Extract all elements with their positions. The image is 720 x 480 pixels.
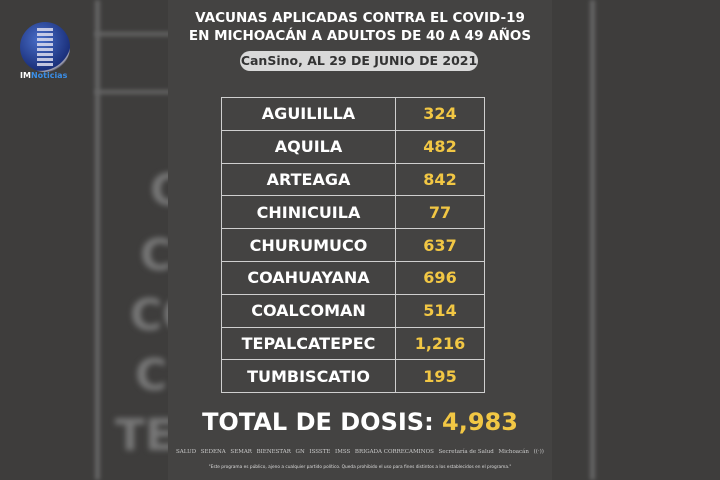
dose-count: 482	[395, 129, 485, 164]
sponsor-logo: ISSSTE	[309, 449, 331, 455]
table-row: CHINICUILA 77	[221, 195, 485, 230]
sponsor-logo: SEMAR	[230, 449, 252, 455]
sponsor-logo: BRIGADA CORRECAMINOS	[354, 449, 434, 455]
imnoticias-logo	[20, 22, 70, 72]
blurred-background-left: C C CO C TE	[0, 0, 170, 480]
municipality-name: TUMBISCATIO	[221, 359, 396, 394]
table-row: AQUILA 482	[221, 129, 485, 164]
sponsor-logo: GN	[295, 449, 305, 455]
subtitle-pill: CanSino, AL 29 DE JUNIO DE 2021	[240, 51, 478, 71]
sponsor-logo: IMSS	[335, 449, 351, 455]
dose-count: 696	[395, 260, 485, 295]
dose-count: 1,216	[395, 326, 485, 361]
municipality-name: COAHUAYANA	[221, 260, 396, 295]
municipality-name: CHURUMUCO	[221, 228, 396, 262]
sponsor-logo: ((·))	[533, 449, 544, 455]
table-row: ARTEAGA 842	[221, 162, 485, 197]
poster-title: VACUNAS APLICADAS CONTRA EL COVID-19 EN …	[188, 10, 532, 44]
sponsor-logo: SEDENA	[200, 449, 226, 455]
municipality-name: ARTEAGA	[221, 162, 396, 197]
dose-count: 77	[395, 195, 485, 230]
sponsor-logo: Secretaría de Salud	[438, 449, 494, 455]
municipality-name: COALCOMAN	[221, 293, 396, 328]
dose-count: 195	[395, 359, 485, 394]
municipality-name: AGUILILLA	[221, 97, 396, 131]
dose-count: 842	[395, 162, 485, 197]
dose-count: 637	[395, 228, 485, 262]
brand-name: IMNoticias	[20, 71, 68, 80]
sponsor-logo: BIENESTAR	[256, 449, 291, 455]
total-doses: TOTAL DE DOSIS: 4,983	[202, 408, 518, 436]
table-row: TEPALCATEPEC 1,216	[221, 326, 485, 361]
table-row: CHURUMUCO 637	[221, 228, 485, 262]
municipality-name: CHINICUILA	[221, 195, 396, 230]
sponsor-logo: SALUD	[176, 449, 197, 455]
municipality-name: TEPALCATEPEC	[221, 326, 396, 361]
table-row: TUMBISCATIO 195	[221, 359, 485, 394]
table-row: COALCOMAN 514	[221, 293, 485, 328]
dose-count: 514	[395, 293, 485, 328]
sponsor-logos: SALUD SEDENA SEMAR BIENESTAR GN ISSSTE IMSS BRI…	[176, 449, 544, 455]
municipality-name: AQUILA	[221, 129, 396, 164]
table-row: COAHUAYANA 696	[221, 260, 485, 295]
sponsor-logo: Michoacán	[498, 449, 529, 455]
doses-table: AGUILILLA 324 AQUILA 482 ARTEAGA 842 CHINICUIL…	[221, 97, 485, 394]
disclaimer-note: "Este programa es público, ajeno a cualq…	[208, 465, 512, 470]
blurred-background-right	[550, 0, 720, 480]
dose-count: 324	[395, 97, 485, 131]
infographic-poster: VACUNAS APLICADAS CONTRA EL COVID-19 EN …	[168, 0, 552, 480]
table-row: AGUILILLA 324	[221, 97, 485, 131]
